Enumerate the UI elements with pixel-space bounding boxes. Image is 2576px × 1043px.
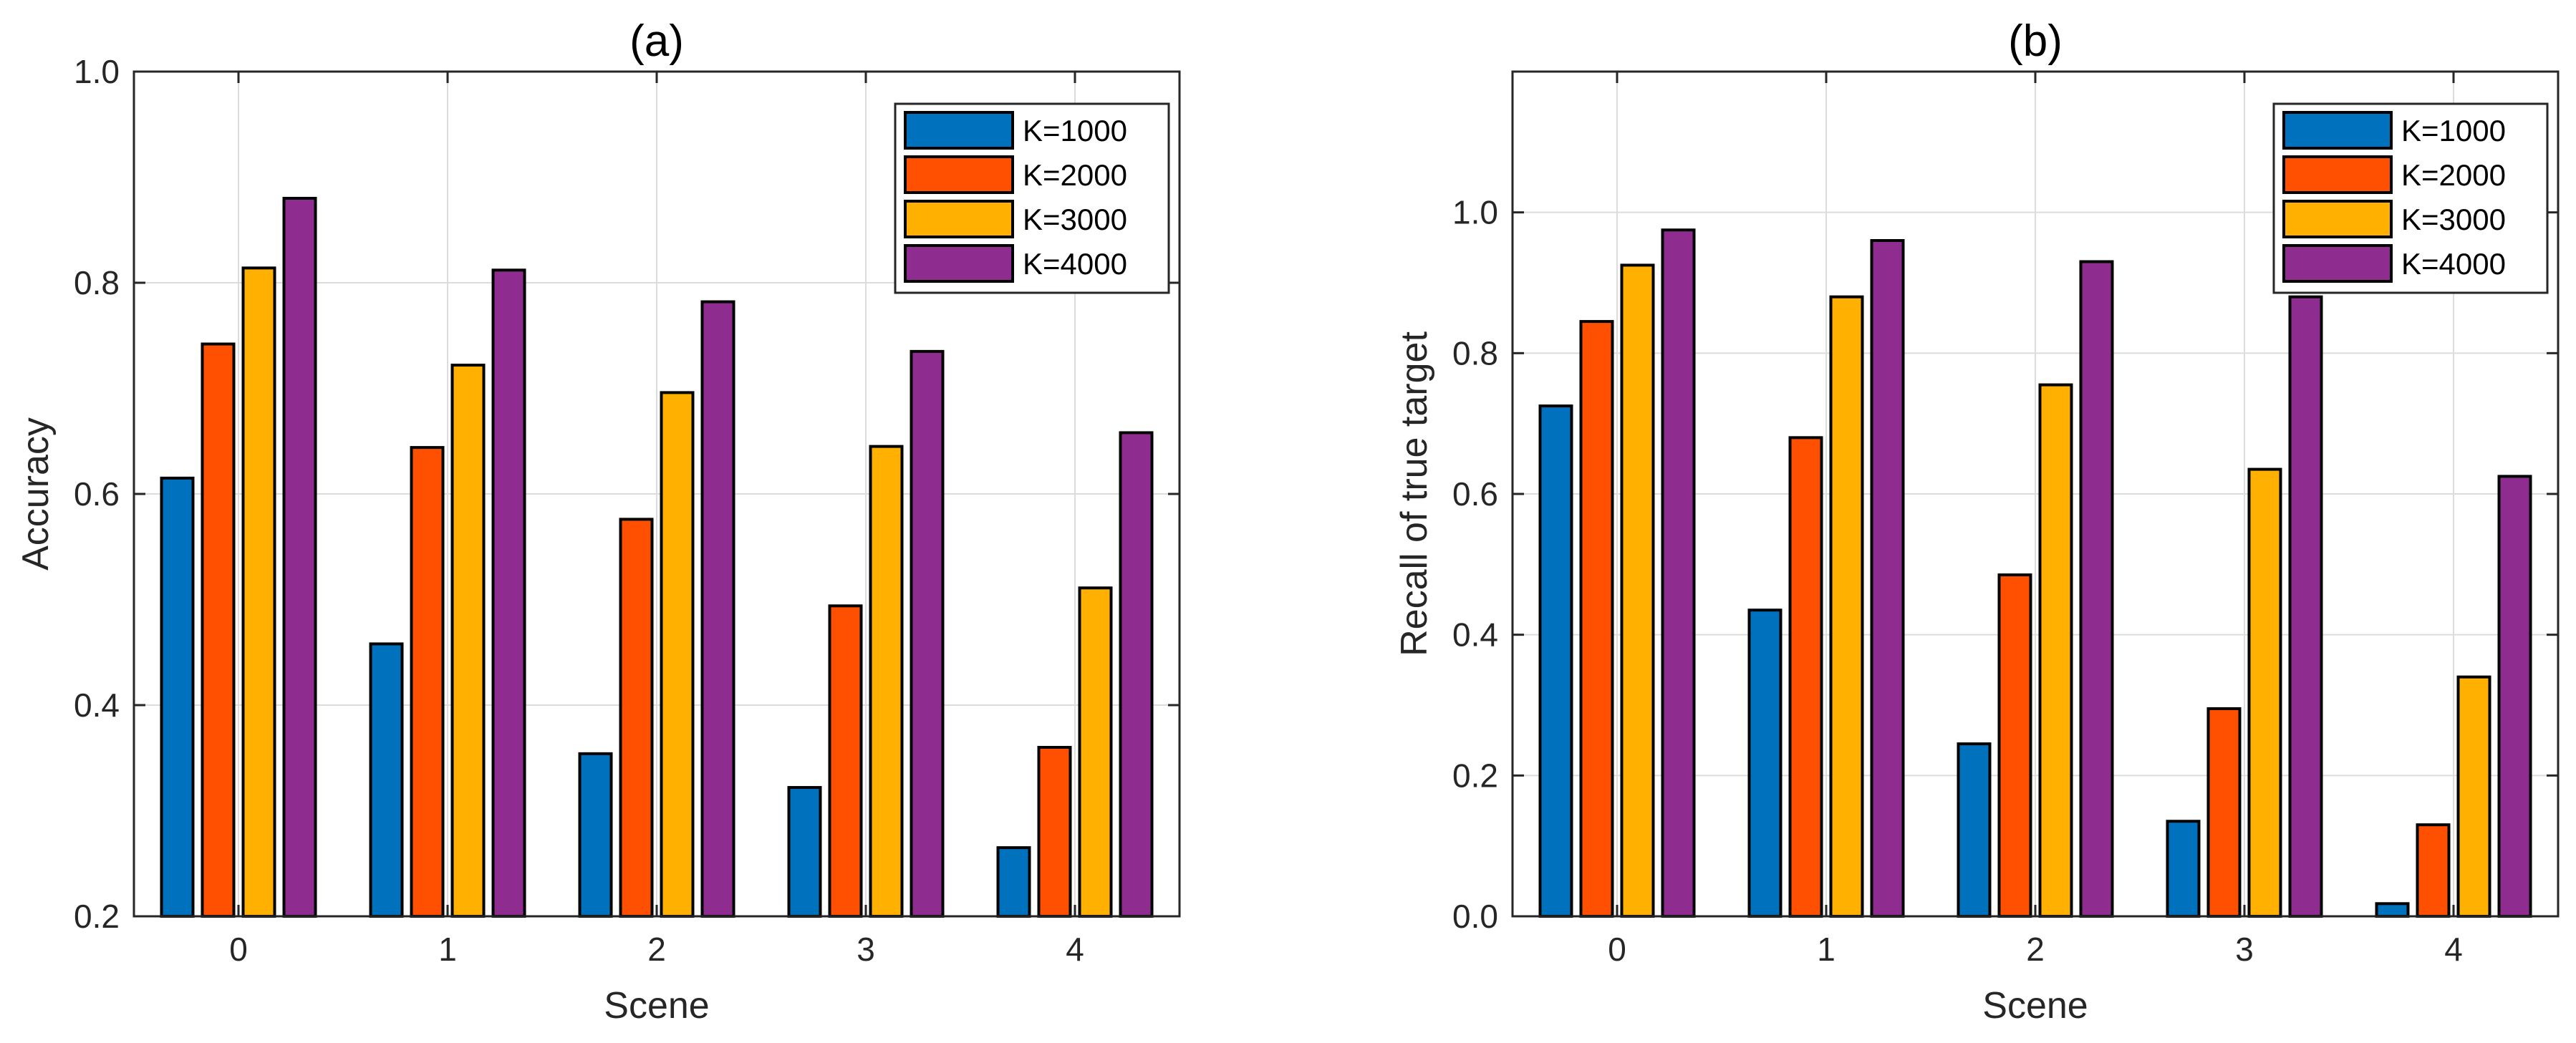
bar-k2000-scene-1 — [1788, 436, 1823, 918]
bar-k1000-scene-4 — [2375, 902, 2410, 918]
bar-k1000-scene-1 — [369, 642, 404, 918]
chart-title: (a) — [629, 16, 684, 66]
legend-swatch — [2282, 244, 2393, 283]
bar-k2000-scene-3 — [2206, 707, 2242, 918]
bar-k2000-scene-2 — [1997, 573, 2032, 918]
legend-swatch — [904, 155, 1014, 194]
y-tick-label: 1.0 — [1452, 194, 1498, 231]
y-tick-label: 0.2 — [74, 898, 120, 935]
x-tick-label: 0 — [1608, 931, 1626, 968]
legend-label: K=2000 — [2401, 158, 2506, 192]
bar-k3000-scene-1 — [450, 364, 486, 918]
bar-k4000-scene-0 — [1661, 228, 1696, 918]
legend-label: K=1000 — [2401, 114, 2506, 147]
legend: K=1000 K=2000 K=3000 K=4000 — [894, 102, 1170, 294]
bar-k2000-scene-4 — [2416, 823, 2451, 918]
bar-k4000-scene-3 — [910, 349, 945, 918]
x-tick-label: 4 — [2444, 931, 2463, 968]
bar-k4000-scene-1 — [491, 268, 526, 918]
bar-k1000-scene-1 — [1747, 608, 1783, 918]
bar-k2000-scene-3 — [828, 604, 863, 918]
y-axis-label: Accuracy — [15, 417, 57, 571]
x-tick-label: 3 — [857, 931, 875, 968]
bar-k3000-scene-0 — [1620, 263, 1655, 918]
bar-k4000-scene-2 — [700, 300, 735, 918]
bar-k4000-scene-1 — [1870, 239, 1905, 918]
legend-label: K=4000 — [1023, 247, 1127, 281]
y-tick-label: 0.4 — [1452, 616, 1498, 654]
bar-k1000-scene-0 — [1538, 404, 1573, 918]
x-tick-label: 1 — [438, 931, 457, 968]
bar-k1000-scene-3 — [2166, 820, 2201, 918]
bar-k1000-scene-4 — [996, 846, 1031, 918]
bar-k1000-scene-0 — [160, 476, 195, 918]
chart-title: (b) — [2008, 16, 2063, 66]
y-axis-label: Recall of true target — [1394, 331, 1435, 656]
x-tick-label: 3 — [2235, 931, 2254, 968]
y-tick-label: 0.6 — [74, 475, 120, 513]
bar-k1000-scene-3 — [787, 786, 822, 918]
y-tick-label: 0.8 — [74, 264, 120, 301]
bar-k2000-scene-2 — [619, 518, 654, 918]
bar-k4000-scene-3 — [2288, 295, 2323, 918]
x-tick-label: 0 — [229, 931, 248, 968]
x-axis-label: Scene — [1982, 985, 2088, 1027]
y-tick-label: 0.8 — [1452, 334, 1498, 372]
bar-k3000-scene-2 — [2038, 383, 2073, 918]
y-tick-label: 0.4 — [74, 687, 120, 724]
y-tick-label: 1.0 — [74, 53, 120, 90]
legend-swatch — [904, 200, 1014, 238]
bar-k2000-scene-0 — [201, 342, 236, 918]
y-tick-label: 0.0 — [1452, 898, 1498, 935]
legend-swatch — [2282, 111, 2393, 150]
bar-k1000-scene-2 — [1957, 742, 1992, 918]
y-tick-label: 0.2 — [1452, 757, 1498, 794]
legend-swatch — [904, 244, 1014, 283]
bar-k3000-scene-3 — [2247, 467, 2282, 918]
y-tick-label: 0.6 — [1452, 475, 1498, 513]
bar-k3000-scene-3 — [869, 445, 904, 918]
bar-k4000-scene-4 — [2497, 475, 2532, 918]
chart-accuracy: 0.2 0.4 0.6 0.8 1.0 0 1 2 3 4 Scene Accuracy (a) K=10… — [15, 16, 1181, 1027]
legend-swatch — [904, 111, 1014, 150]
bar-k1000-scene-2 — [578, 752, 613, 918]
bar-k4000-scene-2 — [2079, 260, 2114, 918]
chart-recall: 0.0 0.2 0.4 0.6 0.8 1.0 0 1 2 3 4 Scene Recall of tr… — [1394, 16, 2560, 1027]
bar-k3000-scene-2 — [660, 391, 695, 918]
x-axis-label: Scene — [604, 985, 709, 1027]
bar-k3000-scene-1 — [1829, 295, 1864, 918]
legend-label: K=3000 — [1023, 203, 1127, 236]
legend-label: K=3000 — [2401, 203, 2506, 236]
bar-k4000-scene-0 — [282, 197, 317, 918]
legend-swatch — [2282, 200, 2393, 238]
x-tick-label: 2 — [2026, 931, 2045, 968]
bar-k2000-scene-1 — [410, 446, 445, 918]
x-tick-label: 2 — [647, 931, 666, 968]
bar-k2000-scene-0 — [1579, 320, 1614, 918]
x-tick-label: 4 — [1066, 931, 1084, 968]
bar-k3000-scene-0 — [241, 266, 276, 918]
legend-label: K=1000 — [1023, 114, 1127, 147]
x-tick-label: 1 — [1817, 931, 1835, 968]
legend-swatch — [2282, 155, 2393, 194]
legend-label: K=2000 — [1023, 158, 1127, 192]
bar-k3000-scene-4 — [1078, 586, 1113, 918]
bar-k2000-scene-4 — [1037, 746, 1072, 918]
bar-k4000-scene-4 — [1119, 431, 1154, 918]
legend-label: K=4000 — [2401, 247, 2506, 281]
legend: K=1000 K=2000 K=3000 K=4000 — [2272, 102, 2549, 294]
bar-k3000-scene-4 — [2456, 675, 2491, 918]
